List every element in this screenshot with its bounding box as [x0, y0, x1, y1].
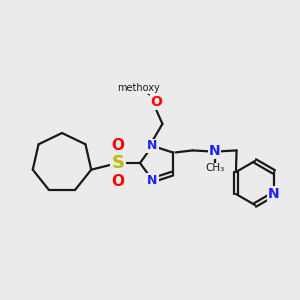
Text: O: O — [112, 137, 124, 152]
Text: N: N — [147, 140, 158, 152]
Text: N: N — [209, 144, 220, 158]
Text: N: N — [268, 187, 280, 201]
Text: S: S — [112, 154, 124, 172]
Text: O: O — [151, 95, 162, 109]
Text: N: N — [147, 174, 158, 187]
Text: methoxy: methoxy — [117, 83, 160, 93]
Text: O: O — [112, 173, 124, 188]
Text: CH₃: CH₃ — [205, 164, 224, 173]
